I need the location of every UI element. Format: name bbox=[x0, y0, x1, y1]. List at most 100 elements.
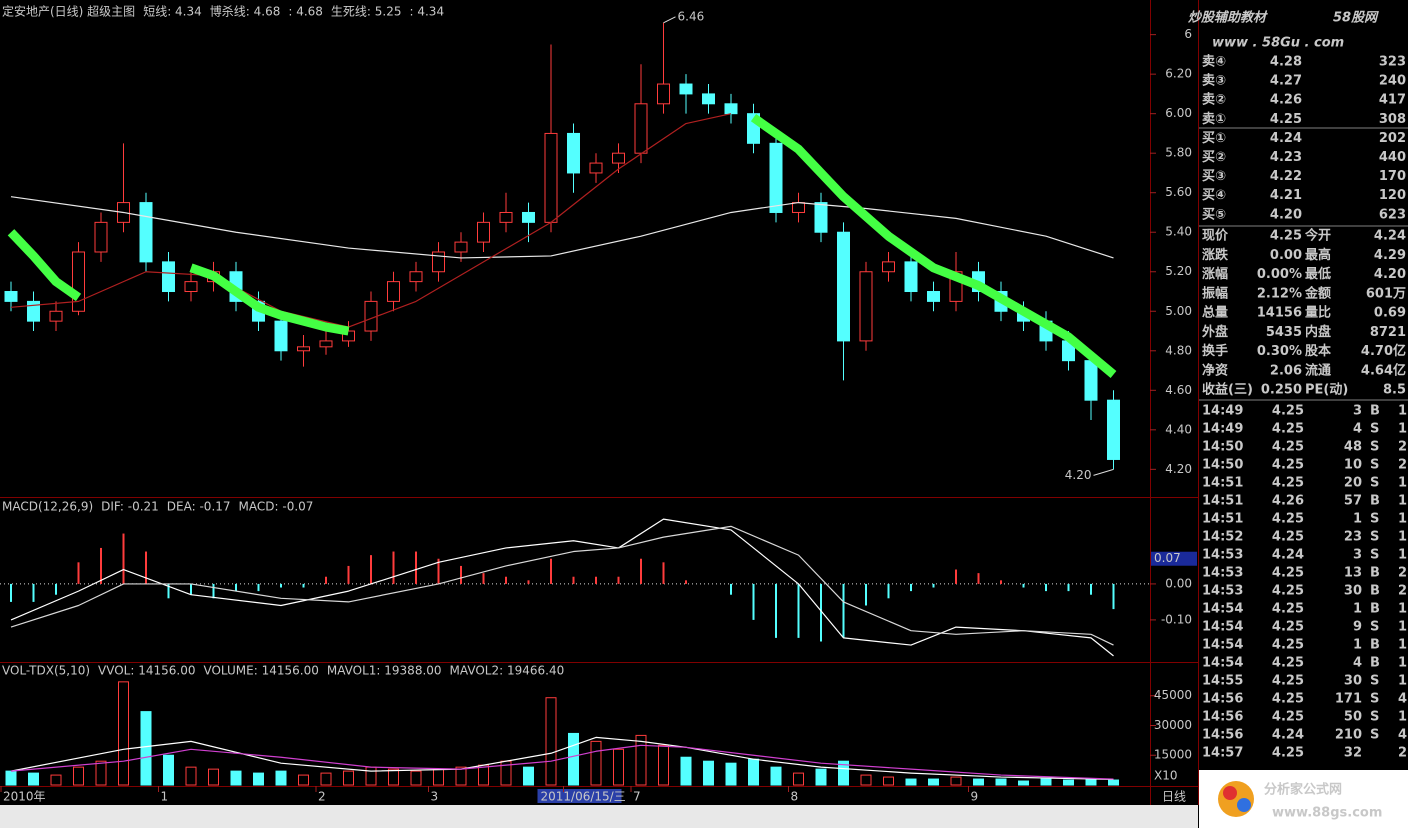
candle-body bbox=[882, 261, 895, 273]
stat-label: 内盘 bbox=[1305, 324, 1331, 340]
trade-time: 14:50 bbox=[1202, 440, 1243, 455]
trade-volume: 57 bbox=[1344, 494, 1362, 509]
x-tick-label: 7 bbox=[633, 790, 641, 804]
volume-bar bbox=[230, 770, 242, 786]
trade-side: B bbox=[1370, 638, 1380, 653]
panel-borders bbox=[0, 0, 1199, 805]
trade-price: 4.24 bbox=[1272, 548, 1304, 563]
trade-price: 4.25 bbox=[1272, 440, 1304, 455]
trade-time: 14:56 bbox=[1202, 728, 1243, 743]
y-tick-label: -0.10 bbox=[1161, 612, 1192, 626]
trade-side: B bbox=[1370, 584, 1380, 599]
order-label: 卖① bbox=[1202, 111, 1226, 127]
volume-bar bbox=[163, 754, 174, 786]
stat-value: 4.70亿 bbox=[1361, 343, 1406, 359]
volume-bar bbox=[838, 760, 849, 786]
trade-count: 1 bbox=[1398, 656, 1407, 671]
stat-value: 8.5 bbox=[1383, 383, 1406, 398]
order-price: 4.22 bbox=[1270, 169, 1302, 184]
y-tick-label: 4.80 bbox=[1165, 343, 1192, 357]
band-line bbox=[7, 113, 1117, 378]
candle-body bbox=[94, 221, 108, 253]
stat-value: 4.64亿 bbox=[1361, 362, 1406, 378]
y-tick-label: 45000 bbox=[1154, 688, 1192, 702]
candle-body bbox=[477, 221, 490, 243]
trade-volume: 32 bbox=[1344, 746, 1362, 761]
volume-bar bbox=[680, 756, 692, 786]
trade-price: 4.25 bbox=[1272, 566, 1304, 581]
trade-volume: 4 bbox=[1353, 422, 1362, 437]
stat-value: 0.69 bbox=[1374, 306, 1406, 321]
candle-body bbox=[589, 162, 603, 174]
candle-body bbox=[657, 83, 670, 105]
trade-count: 1 bbox=[1398, 494, 1407, 509]
candle-body bbox=[139, 202, 153, 263]
stat-label: 外盘 bbox=[1201, 324, 1228, 340]
panel-header: 生死线: 5.25 bbox=[331, 5, 402, 19]
stat-value: 8721 bbox=[1370, 325, 1406, 340]
trade-price: 4.26 bbox=[1272, 494, 1304, 509]
volume-bar bbox=[860, 774, 872, 786]
stat-label: 股本 bbox=[1305, 343, 1331, 359]
trade-count: 1 bbox=[1398, 674, 1407, 689]
volume-bar bbox=[703, 760, 714, 786]
volume-bar bbox=[50, 774, 62, 786]
candle-body bbox=[1107, 399, 1120, 460]
x-tick-label: 2 bbox=[318, 790, 326, 804]
trade-count: 2 bbox=[1398, 440, 1407, 455]
volume-bar bbox=[995, 778, 1007, 786]
trade-price: 4.24 bbox=[1272, 728, 1304, 743]
order-price: 4.25 bbox=[1270, 112, 1302, 127]
x-tick-label: 9 bbox=[971, 790, 979, 804]
trade-count: 1 bbox=[1398, 512, 1407, 527]
logo-icon bbox=[1223, 786, 1237, 800]
logo-icon bbox=[1218, 781, 1254, 817]
trade-count: 4 bbox=[1398, 692, 1407, 707]
stat-label: 金额 bbox=[1304, 285, 1331, 301]
trade-count: 1 bbox=[1398, 638, 1407, 653]
watermark-title-red: 58股网 bbox=[1333, 11, 1379, 26]
trade-time: 14:49 bbox=[1202, 422, 1243, 437]
trade-side: S bbox=[1370, 692, 1379, 707]
stat-value: 0.00% bbox=[1257, 267, 1302, 282]
volume-bar bbox=[185, 766, 197, 786]
watermark-title: 炒股辅助教材 bbox=[1188, 10, 1268, 26]
trade-volume: 23 bbox=[1344, 530, 1362, 545]
trade-volume: 3 bbox=[1353, 404, 1362, 419]
order-label: 买⑤ bbox=[1202, 207, 1226, 222]
logo-icon bbox=[1237, 798, 1251, 812]
stat-label: 收益(三) bbox=[1202, 382, 1253, 398]
candle-body bbox=[634, 103, 648, 154]
trade-time: 14:51 bbox=[1202, 476, 1243, 491]
candle-body bbox=[432, 251, 445, 273]
trade-price: 4.25 bbox=[1272, 638, 1304, 653]
x-tick-label: 1 bbox=[161, 790, 169, 804]
order-price: 4.24 bbox=[1270, 131, 1302, 146]
x-tick-highlight bbox=[537, 789, 622, 803]
y-tick-label: 0.00 bbox=[1165, 576, 1192, 590]
volume-bar bbox=[545, 697, 557, 786]
trade-volume: 30 bbox=[1344, 584, 1362, 599]
trade-time: 14:56 bbox=[1202, 710, 1243, 725]
trade-time: 14:51 bbox=[1202, 494, 1243, 509]
volume-bar bbox=[1085, 778, 1097, 786]
stat-value: 4.25 bbox=[1270, 229, 1302, 244]
y-tick-label: 4.40 bbox=[1165, 422, 1192, 436]
trade-time: 14:53 bbox=[1202, 566, 1243, 581]
trade-time: 14:56 bbox=[1202, 692, 1243, 707]
volume-bar bbox=[73, 766, 84, 786]
volume-bar bbox=[523, 766, 534, 786]
panel-header: 短线: 4.34 bbox=[143, 5, 202, 19]
volume-bar bbox=[748, 758, 759, 786]
trade-count: 2 bbox=[1398, 458, 1407, 473]
trade-time: 14:51 bbox=[1202, 512, 1243, 527]
trade-count: 2 bbox=[1398, 746, 1407, 761]
stat-label: 振幅 bbox=[1202, 285, 1228, 301]
stat-label: 总量 bbox=[1202, 305, 1228, 321]
trade-volume: 50 bbox=[1344, 710, 1362, 725]
y-tick-label: 15000 bbox=[1154, 748, 1192, 762]
volume-bar bbox=[1108, 779, 1119, 786]
stat-value: 4.24 bbox=[1374, 229, 1406, 244]
trade-volume: 210 bbox=[1335, 728, 1362, 743]
